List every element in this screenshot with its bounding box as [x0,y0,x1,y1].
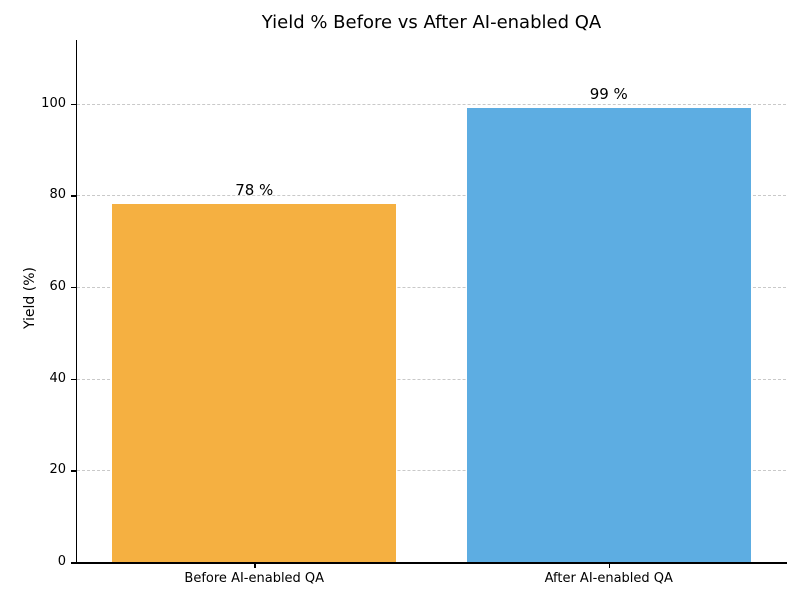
x-tick-mark [254,562,256,568]
y-tick-label: 40 [49,370,66,386]
x-axis-spine [75,562,787,564]
x-tick-label: Before AI-enabled QA [184,571,325,586]
y-axis-label: Yield (%) [22,266,38,330]
y-tick-mark [71,470,77,472]
y-tick-mark [71,378,77,381]
gridline [77,378,786,380]
bar [112,204,397,562]
bar [466,108,751,562]
y-tick-label: 80 [49,187,66,203]
gridline [77,103,786,105]
x-tick-mark [608,562,611,568]
y-tick-mark [71,562,77,564]
gridline [77,470,786,472]
y-tick-label: 20 [49,462,66,478]
gridline [77,195,786,197]
bar-value-label: 99 % [589,85,628,104]
y-tick-label: 60 [49,278,66,294]
y-tick-mark [71,103,77,105]
y-axis-spine [75,40,77,564]
gridline [77,286,786,288]
plot-area: 78 % 99 % [77,40,786,562]
chart-title: Yield % Before vs After AI-enabled QA [261,12,602,33]
y-tick-mark [71,195,77,197]
y-tick-label: 0 [57,554,66,569]
x-tick-label: After AI-enabled QA [544,571,673,586]
y-tick-mark [71,286,77,289]
y-tick-label: 100 [41,95,66,111]
bar-value-label: 78 % [235,181,274,200]
